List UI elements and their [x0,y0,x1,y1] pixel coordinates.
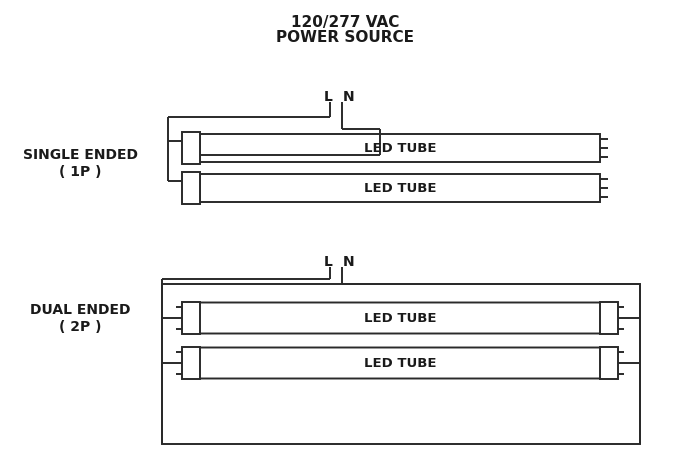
Text: ( 1P ): ( 1P ) [59,165,101,178]
Text: LED TUBE: LED TUBE [364,312,436,325]
Text: ( 2P ): ( 2P ) [59,319,101,333]
Text: L: L [324,255,333,268]
Bar [182,133,200,165]
Bar [162,284,640,444]
Text: LED TUBE: LED TUBE [364,357,436,370]
Bar [182,302,200,334]
Text: L: L [324,90,333,104]
Bar [182,173,200,205]
Text: SINGLE ENDED: SINGLE ENDED [23,148,137,162]
Bar [182,347,200,379]
Text: POWER SOURCE: POWER SOURCE [276,30,414,45]
Bar [600,302,618,334]
FancyBboxPatch shape [199,303,602,334]
Text: 120/277 VAC: 120/277 VAC [290,14,400,30]
Text: DUAL ENDED: DUAL ENDED [30,302,130,317]
Bar [600,347,618,379]
Text: N: N [343,255,355,268]
Text: LED TUBE: LED TUBE [364,182,436,195]
FancyBboxPatch shape [199,348,602,379]
Bar [200,135,600,163]
Text: N: N [343,90,355,104]
Bar [200,175,600,203]
Text: LED TUBE: LED TUBE [364,142,436,155]
